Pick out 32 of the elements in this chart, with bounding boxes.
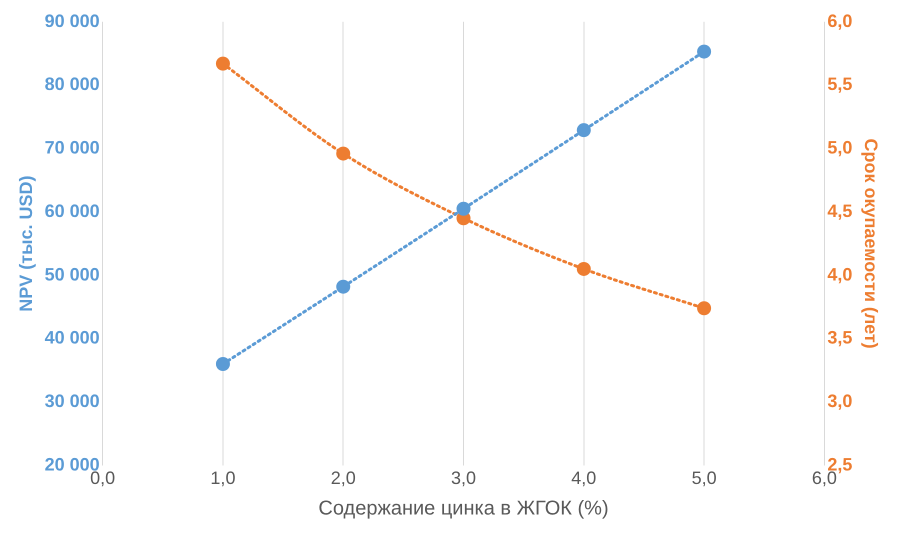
point — [216, 357, 230, 372]
y-tick-label: 30 000 — [44, 390, 100, 411]
y2-tick-label: 5,5 — [827, 74, 852, 94]
y-axis-title: NPV (тыс. USD) — [16, 175, 36, 312]
y2-axis-title: Срок окупаемости (лет) — [861, 138, 882, 349]
point — [216, 56, 230, 71]
x-tick-label: 2,0 — [330, 468, 356, 488]
point — [576, 123, 591, 138]
point — [697, 44, 712, 59]
point — [697, 301, 712, 316]
y2-tick-label: 3,5 — [827, 328, 852, 348]
y-tick-label: 70 000 — [44, 138, 100, 158]
y2-tick-label: 4,5 — [827, 200, 852, 221]
x-tick-label: 4,0 — [571, 468, 596, 488]
y-tick-label: 80 000 — [44, 74, 100, 94]
point — [456, 202, 471, 216]
point — [336, 146, 350, 161]
y-tick-label: 40 000 — [44, 328, 100, 348]
x-tick-label: 1,0 — [210, 468, 236, 488]
point — [336, 280, 350, 294]
y2-tick-label: 5,0 — [827, 138, 852, 158]
y2-tick-label: 2,5 — [827, 454, 852, 474]
x-tick-label: 5,0 — [692, 468, 717, 488]
x-tick-label: 3,0 — [451, 468, 476, 488]
y-tick-label: 60 000 — [44, 200, 100, 221]
y2-tick-label: 3,0 — [827, 390, 852, 411]
point — [576, 262, 591, 276]
y-tick-label: 50 000 — [44, 264, 100, 284]
y2-tick-label: 4,0 — [827, 264, 852, 284]
y-tick-label: 90 000 — [44, 10, 100, 31]
x-axis-title: Содержание цинка в ЖГОК (%) — [318, 498, 609, 520]
y2-tick-label: 6,0 — [827, 10, 852, 31]
